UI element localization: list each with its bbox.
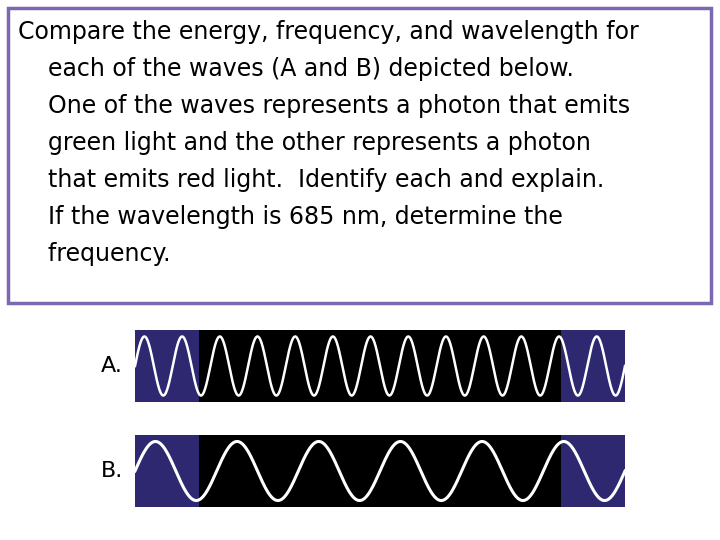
- Text: B.: B.: [101, 461, 123, 481]
- Text: that emits red light.  Identify each and explain.: that emits red light. Identify each and …: [18, 168, 604, 192]
- FancyBboxPatch shape: [8, 8, 711, 303]
- Text: A.: A.: [101, 356, 123, 376]
- Text: If the wavelength is 685 nm, determine the: If the wavelength is 685 nm, determine t…: [18, 205, 563, 229]
- Text: green light and the other represents a photon: green light and the other represents a p…: [18, 131, 591, 155]
- Text: each of the waves (A and B) depicted below.: each of the waves (A and B) depicted bel…: [18, 57, 574, 81]
- Text: One of the waves represents a photon that emits: One of the waves represents a photon tha…: [18, 94, 630, 118]
- Text: Compare the energy, frequency, and wavelength for: Compare the energy, frequency, and wavel…: [18, 20, 639, 44]
- Text: frequency.: frequency.: [18, 242, 171, 266]
